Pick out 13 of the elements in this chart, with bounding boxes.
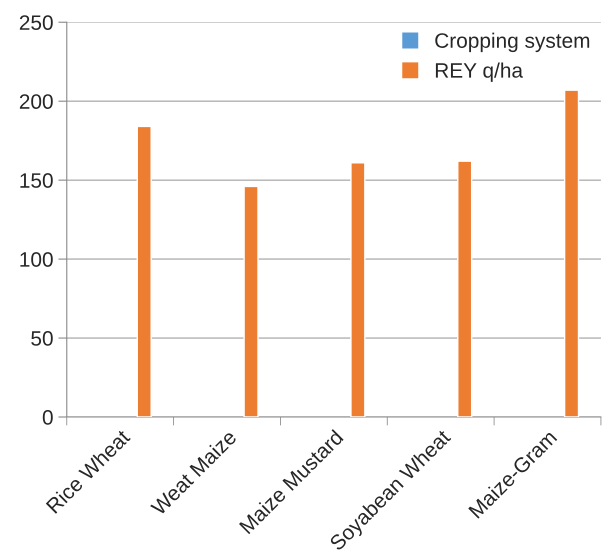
- y-tick-label: 200: [20, 94, 53, 109]
- bar: [243, 186, 259, 417]
- y-tick-label: 150: [20, 173, 53, 188]
- bar: [457, 160, 472, 417]
- y-tick-label: 0: [42, 410, 53, 425]
- bar: [564, 89, 580, 417]
- y-tick-label: 100: [20, 252, 53, 267]
- legend-label: REY q/ha: [436, 62, 524, 82]
- legend-label: Cropping system: [435, 32, 590, 52]
- bar: [350, 162, 366, 417]
- y-tick-label: 250: [20, 15, 53, 30]
- bar: [136, 126, 152, 417]
- y-tick-label: 50: [31, 331, 53, 346]
